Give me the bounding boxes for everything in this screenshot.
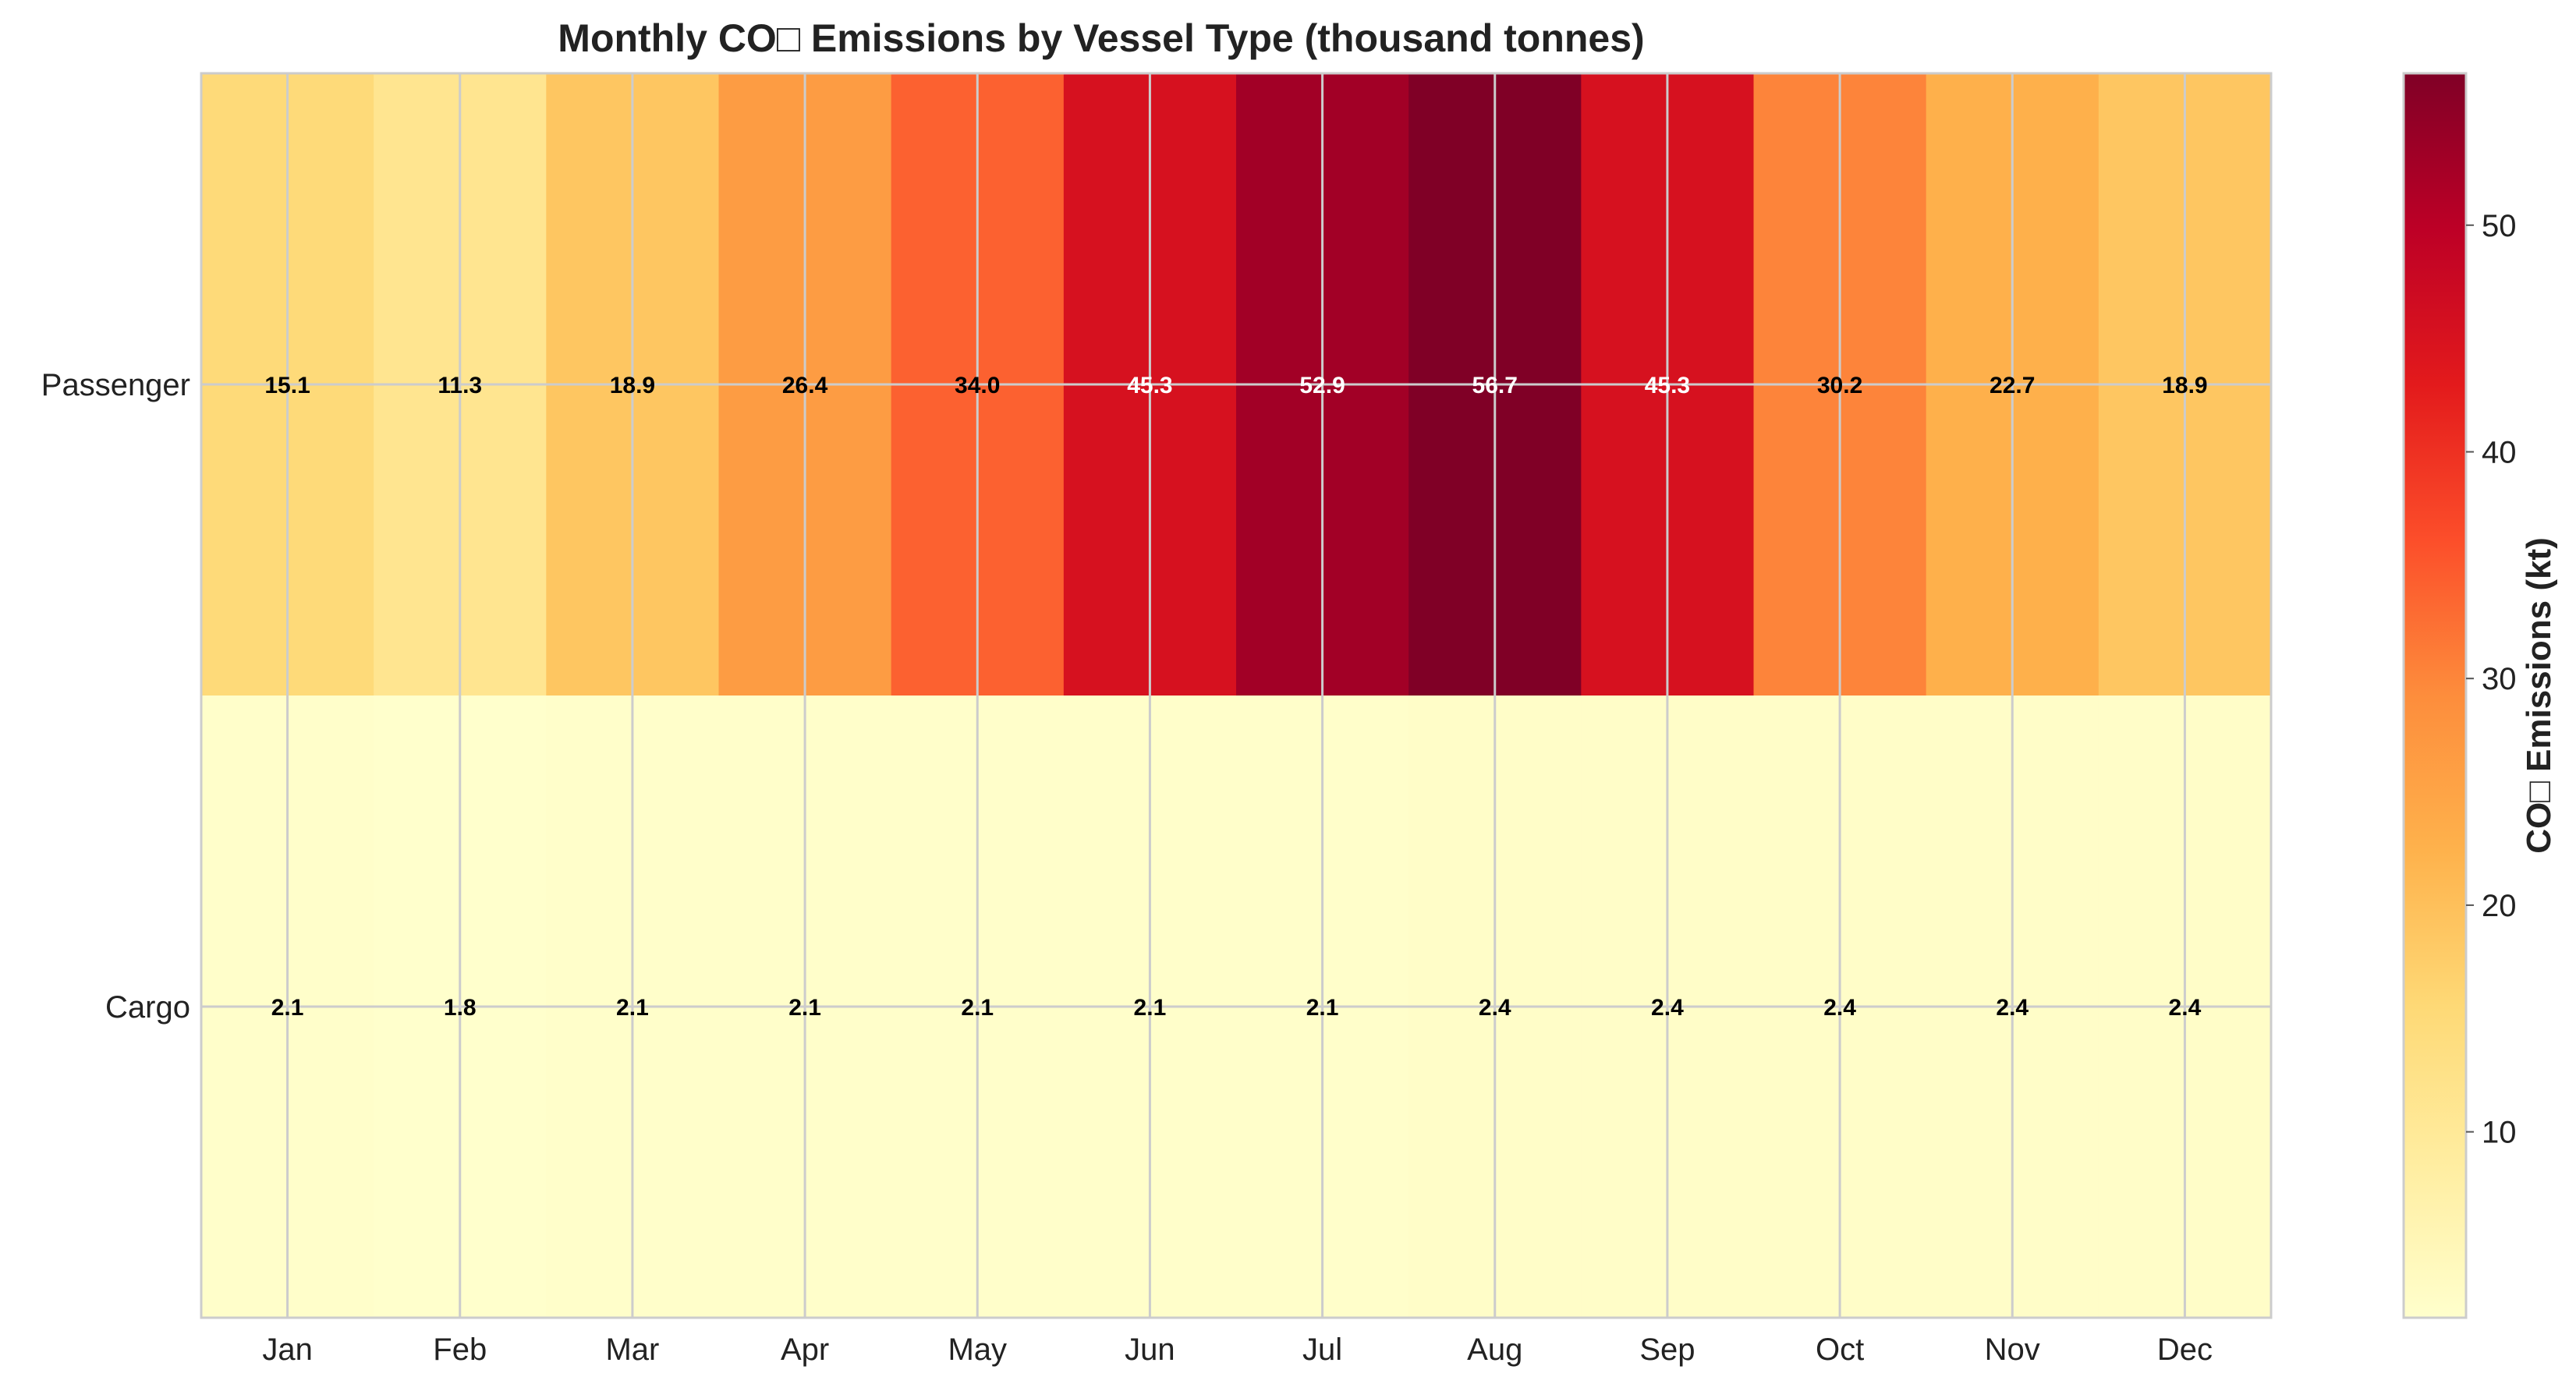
cell-value-label: 2.1 [1134,995,1167,1021]
colorbar-tick-label: 20 [2482,889,2517,923]
cell-value-label: 2.4 [1996,995,2029,1021]
colorbar-tick-label: 50 [2482,209,2517,243]
cell-value-label: 56.7 [1472,373,1518,398]
y-tick-label: Passenger [41,368,190,402]
cell-value-label: 2.4 [1823,995,1856,1021]
x-axis-ticks: Jan Feb Mar Apr May Jun Jul Aug Sep Oct Nov Dec [262,1333,2213,1367]
x-tick-label: Mar [605,1333,659,1367]
colorbar: 10 20 30 40 50 [2402,72,2517,1319]
cell-value-label: 2.1 [1306,995,1339,1021]
cell-value-label: 15.1 [264,373,310,398]
x-tick-label: Jan [262,1333,313,1367]
cell-value-label: 30.2 [1817,373,1862,398]
colorbar-tick-label: 40 [2482,435,2517,469]
cell-value-label: 2.4 [1479,995,1511,1021]
cell-value-label: 2.1 [788,995,821,1021]
y-tick-label: Cargo [105,990,190,1025]
y-axis-ticks: Passenger Cargo [41,368,190,1025]
x-tick-label: Oct [1816,1333,1864,1367]
cell-value-label: 2.4 [1651,995,1684,1021]
grid-lines [201,73,2271,1318]
x-tick-label: Feb [433,1333,487,1367]
cell-value-label: 2.1 [616,995,649,1021]
cell-value-label: 45.3 [1645,373,1690,398]
x-tick-label: Aug [1467,1333,1522,1367]
chart-title: Monthly CO□ Emissions by Vessel Type (th… [558,16,1644,60]
cell-value-label: 2.1 [271,995,304,1021]
x-tick-label: Dec [2157,1333,2213,1367]
cell-value-label: 18.9 [610,373,655,398]
x-tick-label: Jun [1125,1333,1175,1367]
colorbar-tick-label: 10 [2482,1116,2517,1150]
cell-value-label: 26.4 [782,373,828,398]
x-tick-label: Jul [1302,1333,1342,1367]
cell-value-labels: 15.1 11.3 18.9 26.4 34.0 45.3 52.9 56.7 45.3 30.2… [264,373,2207,1021]
x-tick-label: May [948,1333,1007,1367]
cell-value-label: 2.4 [2169,995,2202,1021]
colorbar-label: CO□ Emissions (kt) [2520,537,2558,854]
colorbar-gradient [2402,72,2468,1319]
cell-value-label: 1.8 [444,995,477,1021]
plot-frame [200,72,2273,1319]
x-tick-label: Sep [1639,1333,1695,1367]
cell-value-label: 11.3 [438,373,482,398]
x-tick-label: Apr [781,1333,829,1367]
heatmap-cells [201,73,2272,1318]
cell-value-label: 2.1 [961,995,994,1021]
cell-value-label: 52.9 [1299,373,1345,398]
cell-value-label: 34.0 [955,373,1000,398]
cell-value-label: 18.9 [2162,373,2207,398]
cell-value-label: 22.7 [1990,373,2035,398]
x-tick-label: Nov [1985,1333,2040,1367]
cell-value-label: 45.3 [1127,373,1172,398]
colorbar-tick-label: 30 [2482,662,2517,696]
